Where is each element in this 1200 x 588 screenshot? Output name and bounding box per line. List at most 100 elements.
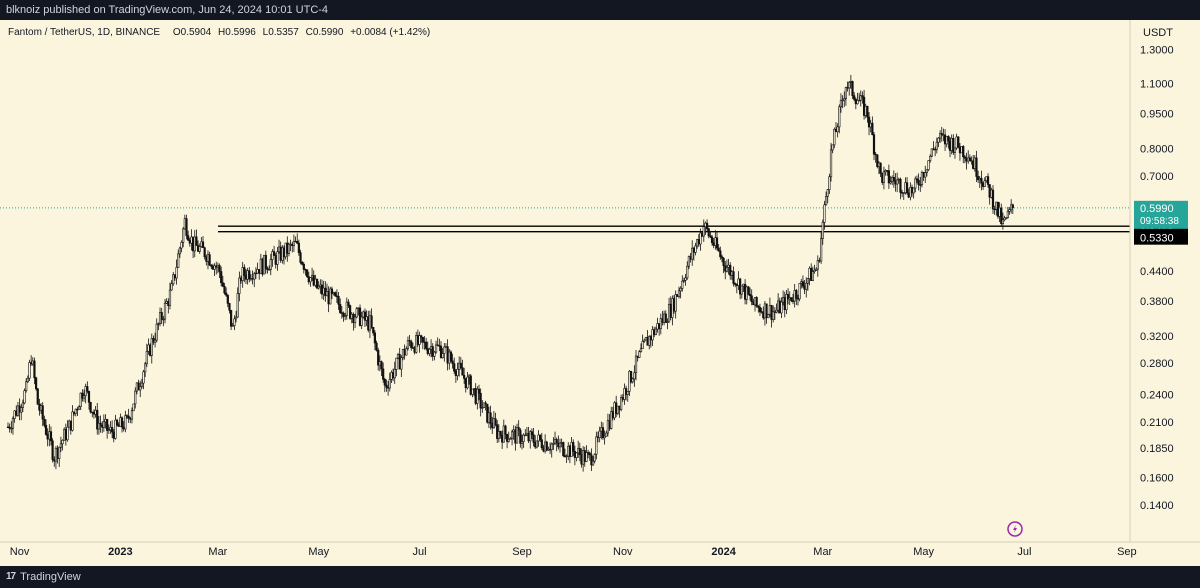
candle-body [664,313,667,323]
candle-body [831,144,834,151]
candle-body [353,316,357,324]
candle-body [433,351,436,357]
candle-body [867,116,871,128]
candle-body [519,429,522,444]
candle-body [705,222,709,230]
candle-body [476,388,479,404]
candle-body [861,95,864,98]
candle-body [268,269,271,271]
candle-body [1005,217,1008,219]
candle-body [443,346,446,354]
candle-body [8,426,11,429]
candle-body [681,280,684,289]
candle-body [168,289,172,307]
candle-body [874,153,877,156]
candle-body [836,126,839,133]
candle-body [679,287,682,292]
candle-body [1001,219,1005,224]
candle-body [823,204,826,223]
candle-body [620,397,623,410]
candle-body [947,136,950,142]
event-icon[interactable] [1007,521,1023,537]
candle-body [838,106,841,128]
tradingview-brand-name: TradingView [20,571,81,583]
candle-body [757,305,760,308]
candle-body [986,176,990,185]
candle-body [677,290,681,297]
candle-body [722,257,725,267]
candle-body [210,264,213,267]
candle-body [494,418,497,426]
candle-body [816,260,819,270]
candle-body [674,294,677,312]
candle-body [115,419,119,426]
candle-body [236,293,239,318]
candle-body [177,253,180,268]
last-price-value: 0.5990 [1140,203,1174,215]
candle-body [223,285,226,294]
candle-body [363,311,367,321]
candle-body [717,247,720,252]
candle-body [853,95,856,100]
candle-body [1008,209,1011,212]
candle-body [459,362,462,368]
candle-body [591,460,595,466]
candle-body [10,427,13,430]
price-axis[interactable]: 1.30001.10000.95000.80000.70000.54750.53… [1134,44,1188,512]
candle-body [843,98,846,101]
candle-body [360,316,363,326]
time-tick-label: Mar [208,546,227,558]
candle-body [851,81,854,96]
candle-body [839,100,843,108]
candle-body [629,371,633,383]
time-tick-label: Jul [412,546,426,558]
candle-body [813,270,816,272]
candle-body [879,162,882,174]
countdown-timer: 09:58:38 [1140,216,1179,227]
candle-body [170,283,173,291]
candle-body [634,355,638,373]
candle-body [520,441,524,444]
candle-body [882,171,886,183]
candle-body [506,434,509,442]
candle-body [919,184,922,186]
candle-body [393,369,396,379]
candle-body [927,160,930,170]
candle-body [238,277,241,294]
candle-body [74,408,77,414]
candle-body [79,392,82,407]
candle-body [515,427,519,444]
candle-body [610,411,613,429]
candle-body [937,137,940,143]
tradingview-brand[interactable]: 17 TradingView [6,566,81,588]
candle-body [180,242,183,249]
candle-body [529,431,532,442]
candle-body [453,363,456,372]
candle-body [552,442,555,445]
legend-change: +0.0084 (+1.42%) [350,27,430,38]
candle-body [1003,217,1006,221]
candle-body [707,228,710,237]
candle-body [329,288,332,305]
candle-body [111,427,114,433]
legend-high-label: H [218,27,225,38]
currency-label[interactable]: USDT [1143,27,1173,39]
candle-body [775,309,778,313]
price-tick-label: 0.7000 [1140,171,1174,183]
candle-body [750,295,753,303]
candle-body [41,405,44,420]
candle-body [301,262,304,265]
candle-body [833,128,836,146]
horizontal-levels[interactable] [218,225,1130,233]
time-tick-label: 2023 [108,546,132,558]
candle-body [748,294,752,297]
candle-body [120,417,124,428]
time-axis[interactable]: Nov 2023 Mar May Jul Sep Nov 2024 Mar May Jul Sep [10,546,1137,558]
candle-body [162,318,165,321]
last-price-tag: 0.5990 09:58:38 [1134,200,1188,229]
candle-body [841,99,844,102]
price-chart[interactable]: 1.30001.10000.95000.80000.70000.54750.53… [0,20,1200,566]
candle-body [195,236,198,246]
lightning-icon[interactable] [1007,521,1023,537]
chart-area[interactable]: 1.30001.10000.95000.80000.70000.54750.53… [0,20,1200,566]
